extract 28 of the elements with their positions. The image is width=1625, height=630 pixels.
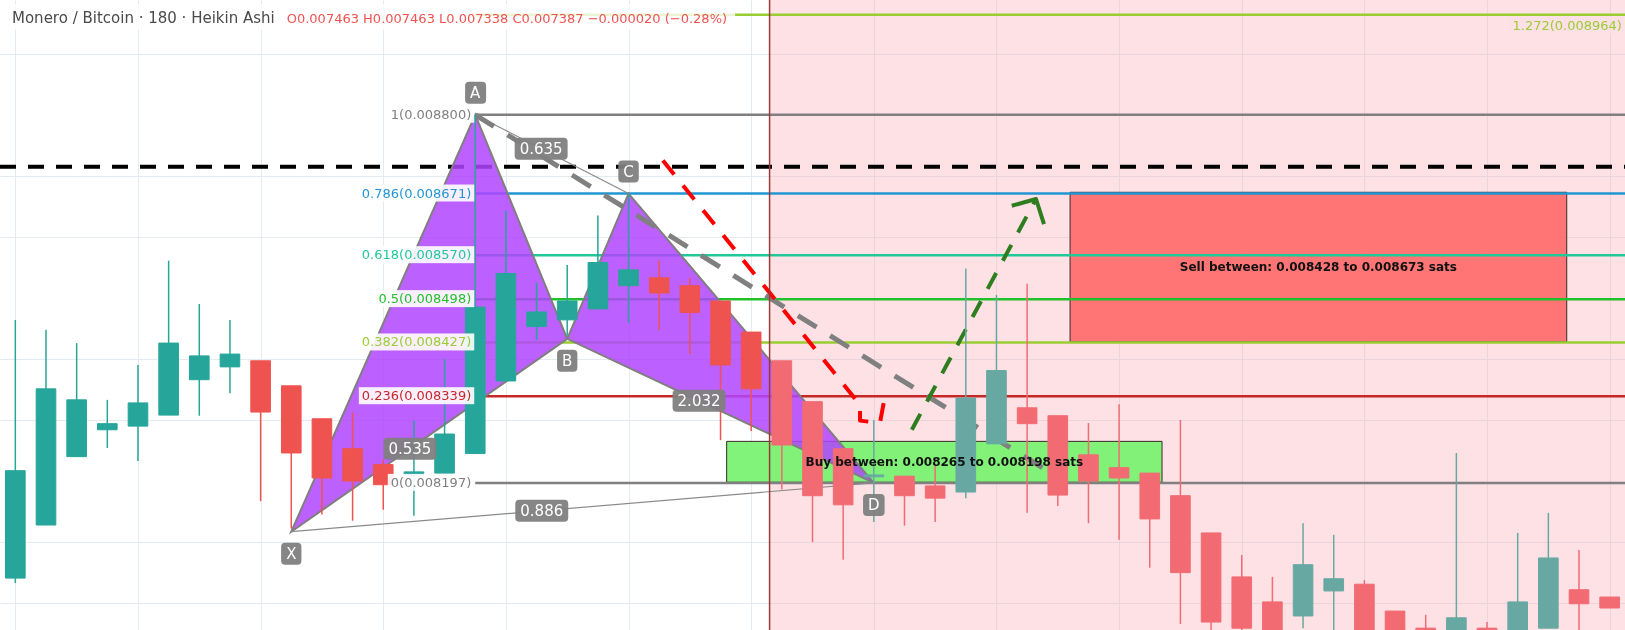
annotation: 0.635 [519, 139, 563, 158]
candlestick [556, 264, 578, 337]
text: Monero / Bitcoin · 180 · Heikin Ashi [12, 9, 275, 27]
candlestick [1108, 403, 1130, 541]
annotation: 2.032 [677, 391, 721, 410]
candlestick [127, 364, 149, 462]
band-label: Sell between: 0.008428 to 0.008673 sats [1179, 260, 1457, 275]
candlestick [894, 475, 915, 527]
candlestick [97, 399, 118, 449]
candlestick [648, 259, 670, 331]
annotation: X [286, 544, 297, 563]
ref-line-label: 1.272(0.008964) [1512, 17, 1622, 33]
annotation: A [470, 83, 482, 102]
annotation: 0.886 [520, 501, 564, 520]
candlestick [188, 303, 210, 417]
candlestick [526, 281, 547, 341]
ref-line-label: 1(0.008800) [390, 106, 472, 122]
candlestick [1446, 452, 1467, 630]
candlestick [618, 192, 639, 324]
annotation: B [562, 351, 573, 370]
text: O0.007463 H0.007463 L0.007338 C0.007387 −0.000020 (−0.28%) [286, 11, 728, 26]
candlestick [1323, 534, 1345, 630]
candlestick [1568, 549, 1590, 630]
annotation: C [623, 162, 634, 181]
candlestick [219, 319, 241, 394]
candlestick [1384, 610, 1406, 630]
annotation: D [868, 495, 880, 514]
annotation: 0.535 [388, 439, 432, 458]
